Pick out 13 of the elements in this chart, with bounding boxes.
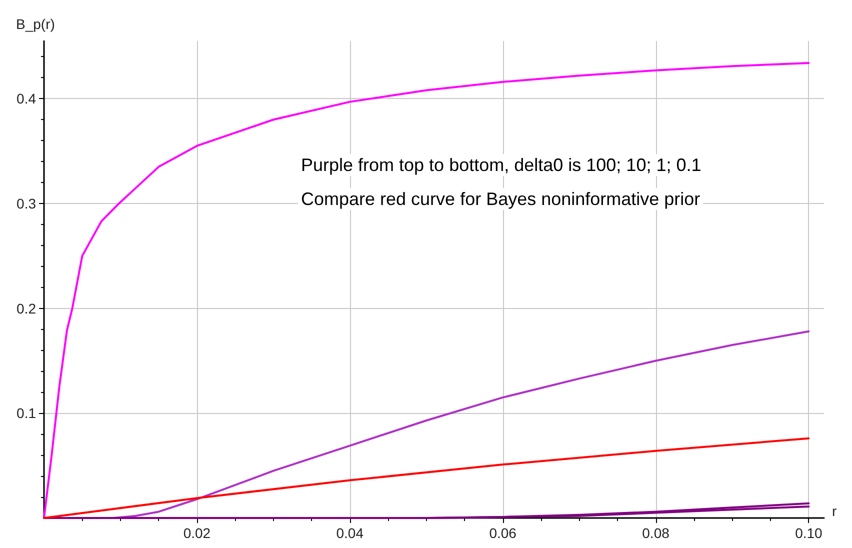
x-tick-label: 0.10 xyxy=(795,525,823,541)
y-axis-title: B_p(r) xyxy=(16,16,55,32)
x-tick-label: 0.02 xyxy=(183,525,211,541)
y-tick-label: 0.4 xyxy=(16,90,36,107)
x-tick-label: 0.06 xyxy=(489,525,517,541)
y-tick-label: 0.2 xyxy=(16,300,36,316)
x-tick-label: 0.08 xyxy=(642,525,670,541)
annotation: Compare red curve for Bayes noninformative prior xyxy=(301,189,700,209)
y-tick-label: 0.3 xyxy=(16,195,36,212)
y-tick-label: 0.1 xyxy=(16,405,36,422)
x-axis-title: r xyxy=(832,503,837,519)
x-tick-label: 0.04 xyxy=(336,525,364,541)
annotation: Purple from top to bottom, delta0 is 100; 10; 1; 0.1 xyxy=(301,155,702,175)
